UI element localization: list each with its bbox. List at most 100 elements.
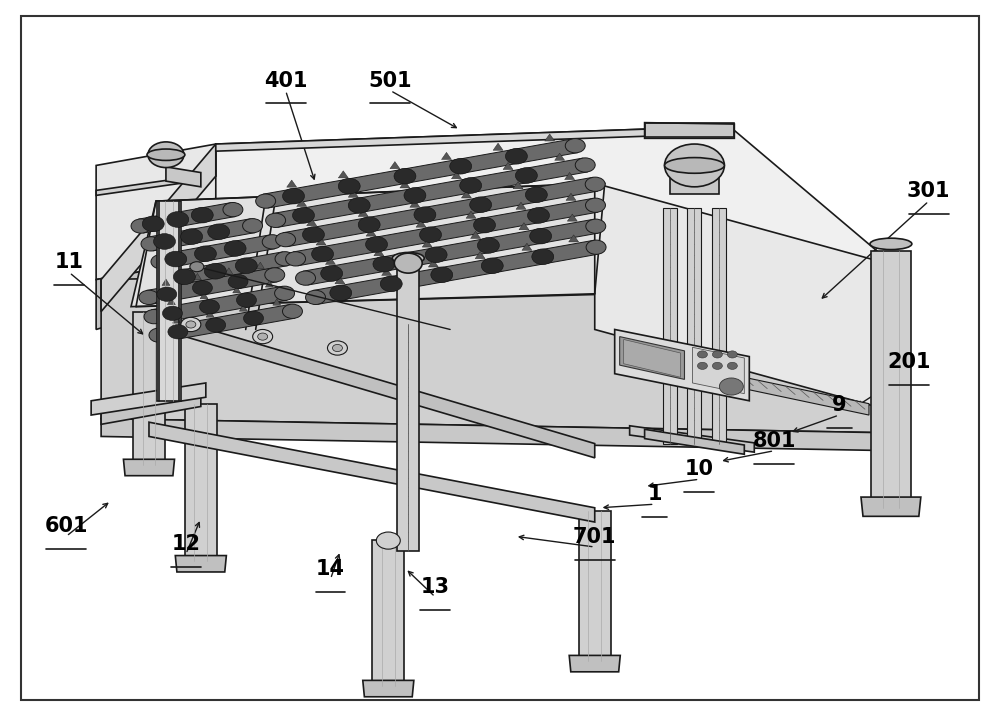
Ellipse shape (286, 252, 306, 266)
Polygon shape (313, 241, 598, 304)
Polygon shape (149, 311, 595, 458)
Polygon shape (293, 198, 598, 266)
Polygon shape (687, 208, 701, 444)
Polygon shape (565, 173, 575, 180)
Circle shape (181, 229, 203, 244)
Ellipse shape (275, 286, 295, 301)
Circle shape (206, 318, 226, 332)
Polygon shape (692, 347, 744, 394)
Circle shape (162, 306, 182, 321)
Circle shape (312, 246, 334, 262)
Polygon shape (96, 176, 196, 195)
Polygon shape (516, 202, 526, 209)
Circle shape (470, 197, 492, 213)
Circle shape (237, 293, 256, 307)
Polygon shape (595, 183, 894, 412)
Polygon shape (335, 276, 345, 284)
Circle shape (332, 344, 342, 352)
Circle shape (142, 216, 164, 232)
Ellipse shape (149, 328, 169, 342)
Circle shape (258, 333, 268, 340)
Circle shape (165, 251, 187, 267)
Text: 13: 13 (421, 577, 450, 597)
Polygon shape (712, 208, 726, 444)
Polygon shape (358, 209, 368, 216)
Text: 12: 12 (171, 534, 200, 554)
Polygon shape (273, 299, 281, 305)
Polygon shape (239, 305, 247, 311)
Circle shape (420, 227, 441, 243)
Polygon shape (167, 252, 287, 286)
Circle shape (186, 321, 196, 328)
Polygon shape (566, 193, 576, 200)
Polygon shape (147, 268, 277, 304)
Polygon shape (149, 219, 255, 251)
Polygon shape (157, 201, 181, 401)
Polygon shape (493, 143, 503, 150)
Polygon shape (630, 426, 754, 452)
Polygon shape (569, 655, 620, 672)
Polygon shape (200, 292, 208, 299)
Polygon shape (273, 158, 588, 227)
Polygon shape (233, 286, 241, 293)
Circle shape (181, 317, 201, 332)
Polygon shape (579, 511, 611, 661)
Polygon shape (133, 311, 165, 465)
Polygon shape (410, 200, 420, 207)
Polygon shape (123, 459, 175, 475)
Ellipse shape (586, 198, 605, 213)
Polygon shape (175, 556, 226, 572)
Circle shape (358, 217, 380, 233)
Polygon shape (519, 223, 529, 230)
Polygon shape (225, 268, 233, 274)
Polygon shape (660, 359, 869, 415)
Text: 201: 201 (887, 352, 931, 372)
Polygon shape (162, 279, 170, 286)
Polygon shape (303, 219, 598, 285)
Ellipse shape (266, 213, 286, 228)
Circle shape (167, 212, 189, 227)
Polygon shape (157, 304, 295, 342)
Polygon shape (471, 231, 481, 238)
Circle shape (173, 269, 195, 285)
Text: 701: 701 (573, 527, 616, 547)
Polygon shape (101, 266, 894, 433)
Circle shape (477, 238, 499, 253)
Text: 14: 14 (316, 559, 345, 579)
Polygon shape (166, 167, 201, 187)
Circle shape (244, 311, 263, 325)
Polygon shape (149, 422, 595, 522)
Polygon shape (441, 153, 451, 160)
Circle shape (727, 362, 737, 369)
Circle shape (380, 276, 402, 291)
Circle shape (450, 158, 472, 174)
Circle shape (528, 208, 549, 223)
Polygon shape (297, 199, 307, 206)
Circle shape (530, 228, 552, 244)
Circle shape (330, 285, 352, 301)
Polygon shape (461, 191, 471, 198)
Ellipse shape (141, 237, 161, 251)
Ellipse shape (139, 290, 159, 304)
Polygon shape (348, 190, 358, 197)
Polygon shape (256, 262, 264, 268)
Ellipse shape (276, 233, 296, 247)
Text: 11: 11 (55, 253, 84, 272)
Circle shape (394, 168, 416, 184)
Circle shape (697, 351, 707, 358)
Polygon shape (466, 211, 476, 218)
Circle shape (199, 299, 219, 314)
Polygon shape (131, 183, 759, 306)
Polygon shape (522, 243, 532, 251)
Text: 1: 1 (647, 484, 662, 504)
Circle shape (697, 362, 707, 369)
Circle shape (719, 378, 743, 395)
Ellipse shape (575, 158, 595, 172)
Text: 9: 9 (832, 395, 846, 415)
Polygon shape (325, 257, 335, 264)
Circle shape (525, 187, 547, 203)
Polygon shape (374, 248, 384, 256)
Polygon shape (307, 218, 317, 226)
Circle shape (366, 236, 388, 252)
Circle shape (727, 351, 737, 358)
